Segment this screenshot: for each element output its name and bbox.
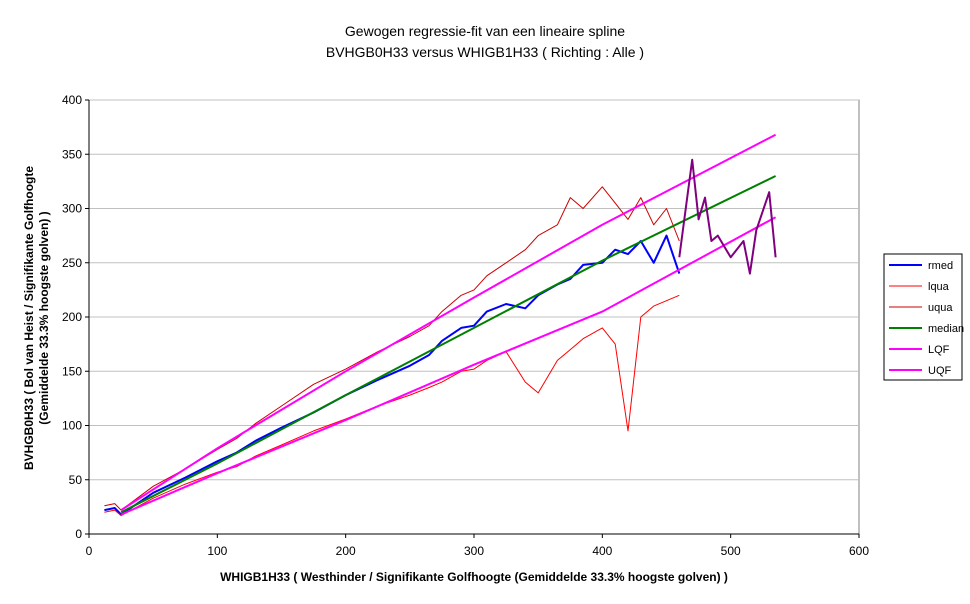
- y-tick-label: 350: [62, 147, 82, 161]
- y-tick-label: 0: [75, 527, 82, 541]
- legend-label-median: median: [928, 323, 964, 335]
- x-axis-title: WHIGB1H33 ( Westhinder / Signifikante Go…: [220, 570, 728, 584]
- plot-area: 0 100 200 300 400 500 600 0 50 100 150 200 250 300 35…: [62, 93, 869, 558]
- x-tick-label: 600: [849, 544, 869, 558]
- legend: rmed lqua uqua median LQF UQF: [883, 253, 964, 381]
- x-tick-label: 300: [464, 544, 484, 558]
- y-ticks: 0 50 100 150 200 250 300 350 400: [62, 93, 89, 541]
- y-axis-title-line-1: BVHGB0H33 ( Bol van Heist / Signifikante…: [22, 166, 36, 470]
- x-tick-label: 100: [207, 544, 227, 558]
- y-tick-label: 100: [62, 419, 82, 433]
- chart-title: Gewogen regressie-fit van een lineaire s…: [345, 23, 625, 39]
- series-line-rmed: [104, 234, 681, 516]
- y-tick-label: 50: [69, 473, 83, 487]
- series-line-LQF: [120, 216, 777, 516]
- series-line-UQF: [120, 133, 777, 511]
- y-tick-label: 300: [62, 202, 82, 216]
- x-tick-label: 200: [336, 544, 356, 558]
- y-tick-label: 250: [62, 256, 82, 270]
- legend-items: rmed lqua uqua median LQF UQF: [889, 260, 964, 377]
- y-axis-title-line-2: (Gemiddelde 33.3% hoogste golven) ): [37, 211, 51, 424]
- chart-subtitle: BVHGB0H33 versus WHIGB1H33 ( Richting : …: [326, 44, 644, 60]
- legend-label-uqua: uqua: [928, 302, 953, 314]
- x-tick-label: 400: [592, 544, 612, 558]
- legend-box: [883, 253, 963, 381]
- y-tick-label: 400: [62, 93, 82, 107]
- x-tick-label: 500: [721, 544, 741, 558]
- legend-label-lqua: lqua: [928, 281, 950, 293]
- series-lines: [104, 133, 777, 517]
- legend-label-UQF: UQF: [928, 365, 952, 377]
- y-tick-label: 150: [62, 364, 82, 378]
- series-line-median: [120, 175, 777, 514]
- legend-label-rmed: rmed: [928, 260, 953, 272]
- x-tick-label: 0: [86, 544, 93, 558]
- legend-label-LQF: LQF: [928, 344, 950, 356]
- x-ticks: 0 100 200 300 400 500 600: [86, 534, 869, 558]
- y-tick-label: 200: [62, 310, 82, 324]
- series-line-extra-6: [678, 158, 777, 275]
